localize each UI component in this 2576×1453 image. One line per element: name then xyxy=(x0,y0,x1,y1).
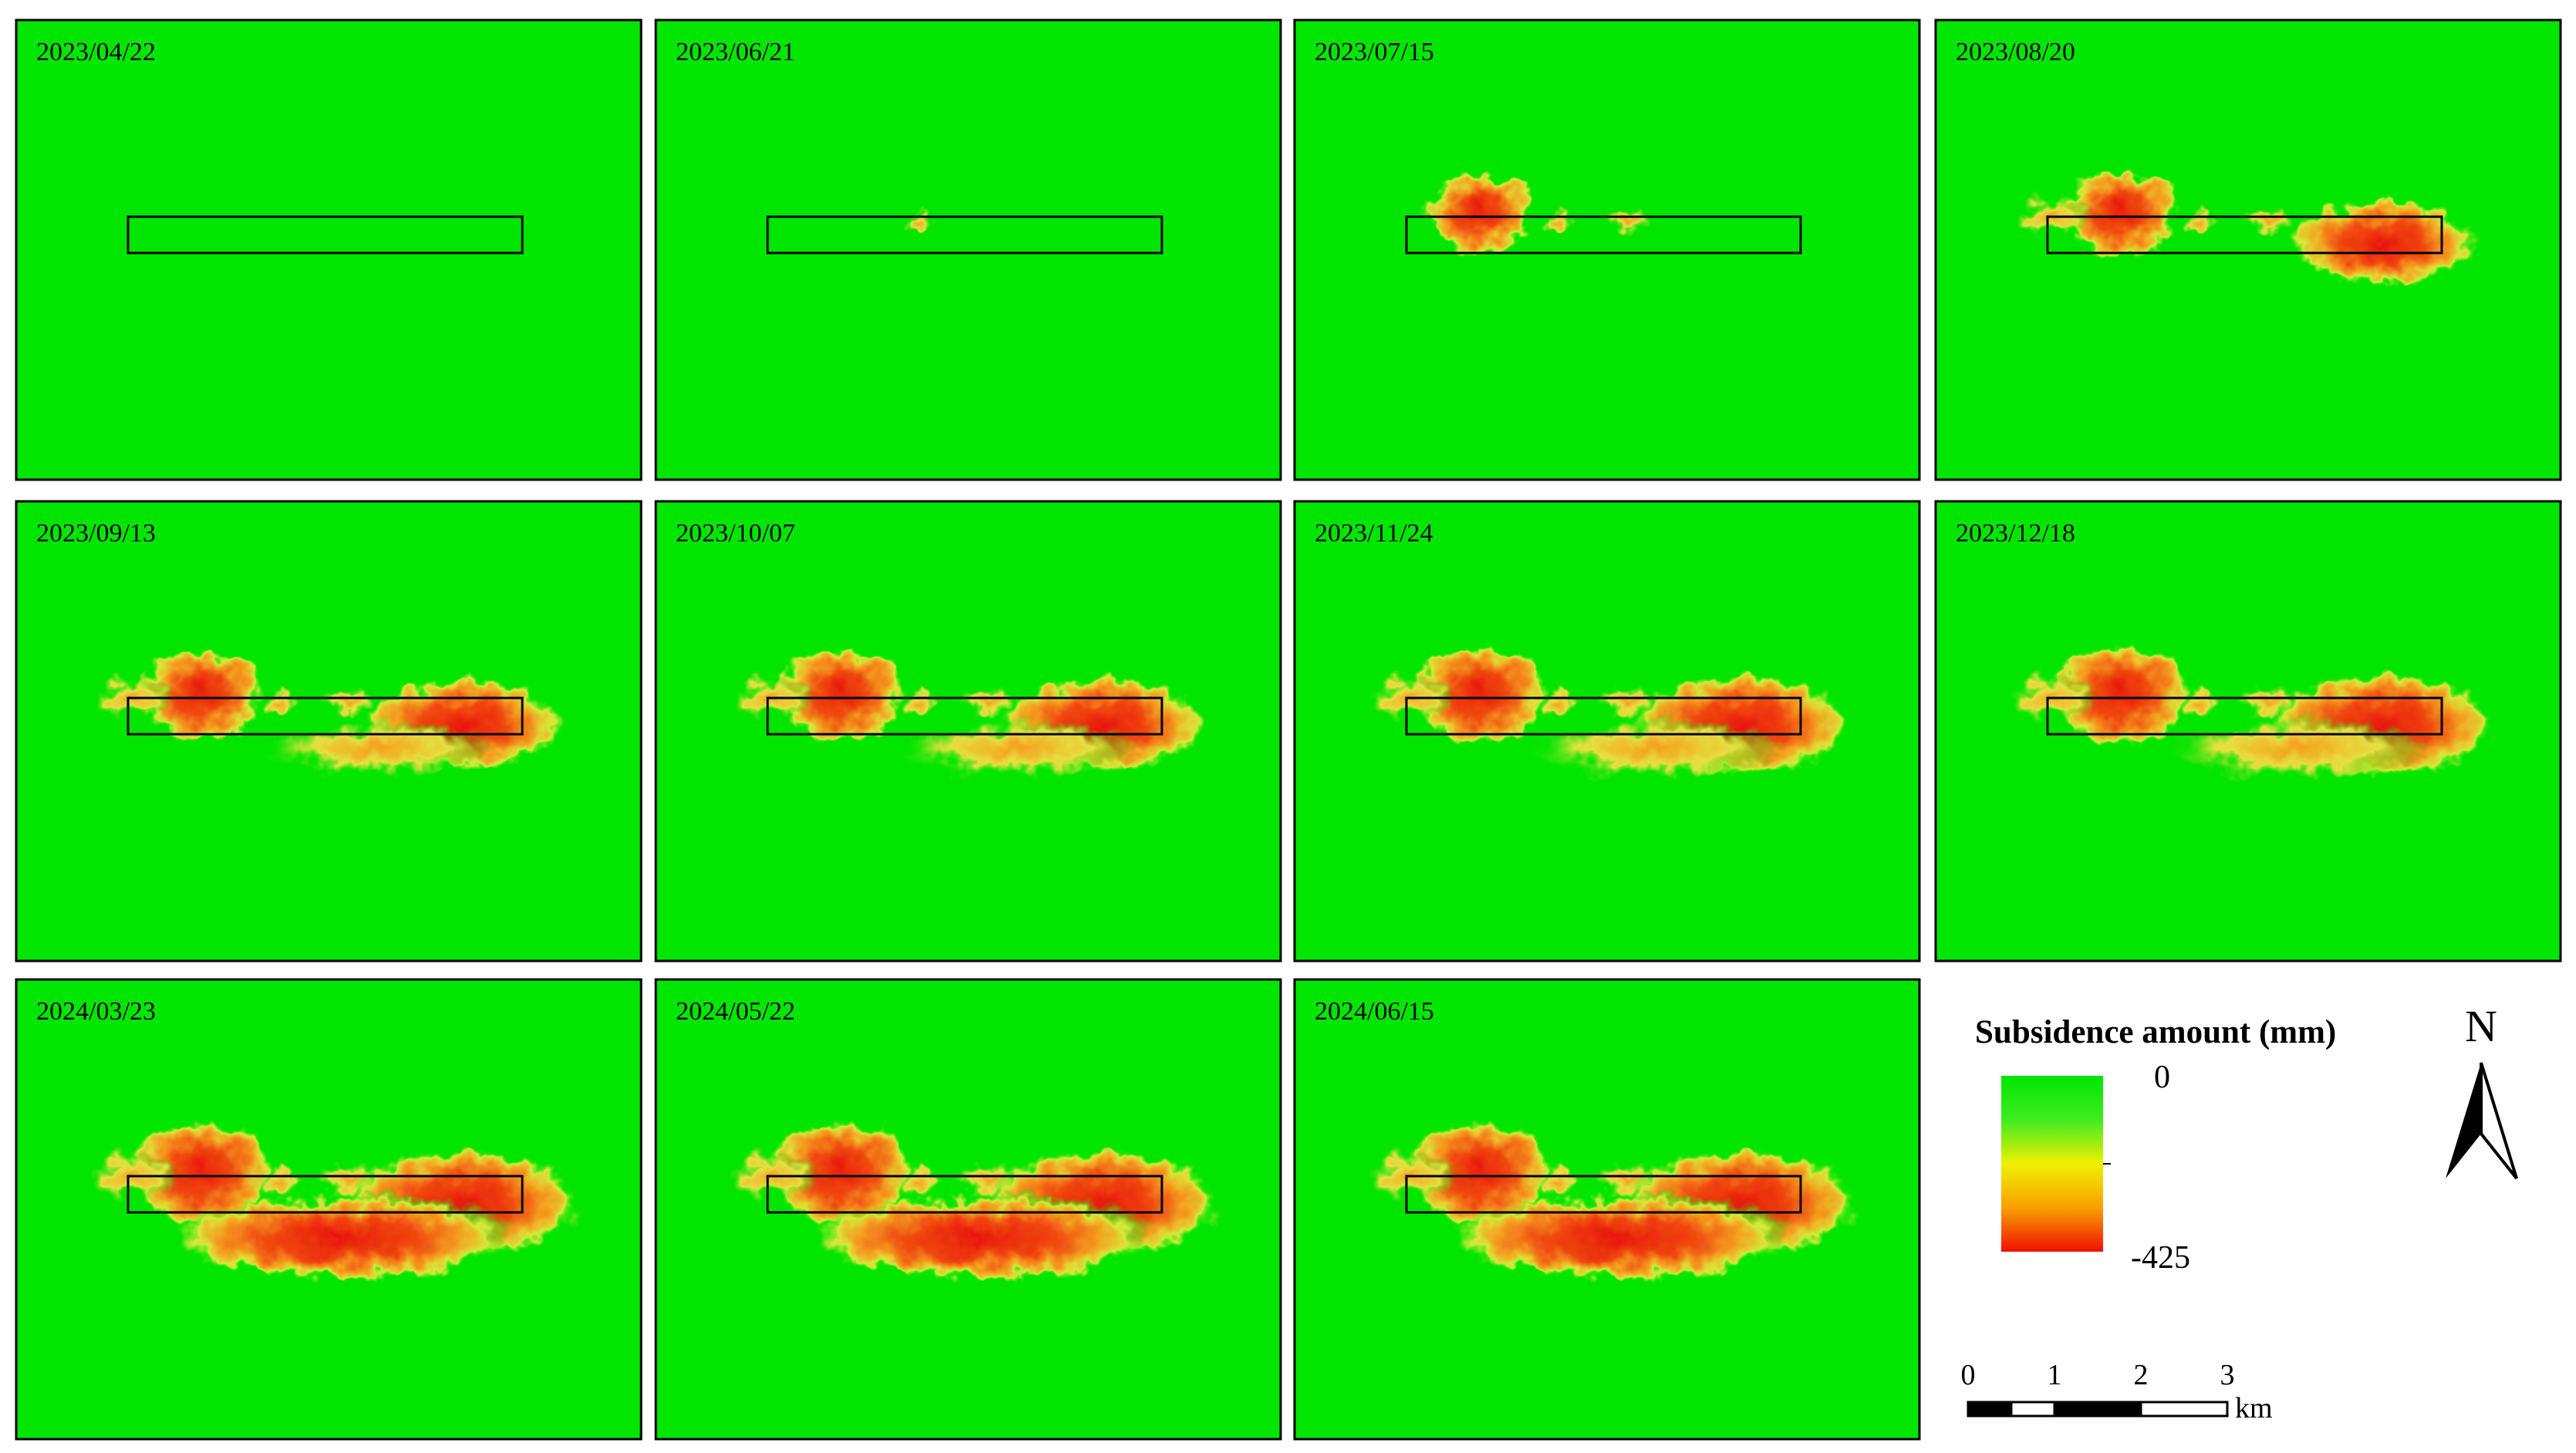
subsidence-area xyxy=(907,214,937,235)
scale-label: 2 xyxy=(2134,1359,2149,1391)
subsidence-blob xyxy=(810,1195,1150,1280)
profile-box xyxy=(127,1175,524,1214)
map-panel: 2023/12/18 xyxy=(1934,500,2562,962)
subsidence-blob xyxy=(261,722,497,774)
scale-unit: km xyxy=(2235,1392,2273,1424)
map-panel: 2023/04/22 xyxy=(15,19,643,481)
panel-date: 2024/03/23 xyxy=(36,997,156,1026)
subsidence-blob xyxy=(1411,643,1548,745)
panel-date: 2023/08/20 xyxy=(1956,38,2075,66)
profile-box xyxy=(2046,696,2443,736)
subsidence-blob xyxy=(264,693,301,719)
subsidence-blob xyxy=(903,692,941,720)
subsidence-blob xyxy=(2050,642,2192,747)
subsidence-blob xyxy=(2062,170,2179,256)
subsidence-blob xyxy=(907,214,937,235)
map-panel: 2024/06/15 xyxy=(1293,978,1921,1441)
subsidence-blob xyxy=(1539,1168,1582,1199)
subsidence-blob xyxy=(2184,212,2220,237)
scale-label: 3 xyxy=(2220,1359,2235,1391)
subsidence-blob xyxy=(957,685,1018,719)
panel-date: 2023/09/13 xyxy=(36,519,156,548)
subsidence-blob xyxy=(1449,1195,1788,1280)
map-panel: 2023/08/20 xyxy=(1934,19,2562,481)
subsidence-area xyxy=(1367,643,1850,777)
legend-max: 0 xyxy=(2154,1060,2170,1095)
subsidence-blob xyxy=(1528,719,1787,777)
profile-box xyxy=(766,1175,1163,1214)
panel-date: 2023/11/24 xyxy=(1315,519,1433,548)
panel-date: 2023/10/07 xyxy=(676,519,795,548)
scale-segment xyxy=(2139,1401,2229,1418)
subsidence-blob xyxy=(1425,173,1534,253)
subsidence-blob xyxy=(170,1195,510,1280)
profile-box xyxy=(766,215,1163,255)
map-panel: 2023/09/13 xyxy=(15,500,643,962)
subsidence-blob xyxy=(1545,213,1577,236)
legend: Subsidence amount (mm) 0 -425 xyxy=(1975,1014,2336,1276)
panel-date: 2023/07/15 xyxy=(1315,38,1434,66)
panel-date: 2023/12/18 xyxy=(1956,519,2075,548)
subsidence-blob xyxy=(2291,201,2476,287)
map-background xyxy=(654,19,1282,481)
profile-box xyxy=(766,696,1163,736)
profile-box xyxy=(127,696,524,736)
map-panel: 2024/05/22 xyxy=(654,978,1282,1441)
subsidence-blob xyxy=(128,1118,275,1226)
map-panel: 2023/07/15 xyxy=(1293,19,1921,481)
subsidence-blob xyxy=(900,1168,944,1199)
map-panel: 2023/06/21 xyxy=(654,19,1282,481)
arrow-right xyxy=(2480,1062,2518,1180)
map-panel: 2023/10/07 xyxy=(654,500,1282,962)
map-panel: 2024/03/23 xyxy=(15,978,643,1441)
profile-box xyxy=(2046,215,2443,255)
subsidence-blob xyxy=(2240,205,2295,236)
subsidence-blob xyxy=(776,646,906,742)
subsidence-area xyxy=(1425,173,1653,253)
subsidence-blob xyxy=(1406,1118,1553,1226)
map-background xyxy=(15,19,643,481)
north-label: N xyxy=(2465,1001,2497,1051)
arrow-left xyxy=(2446,1063,2481,1178)
color-bar xyxy=(2001,1076,2103,1252)
map-background xyxy=(1293,19,1921,481)
profile-box xyxy=(1405,215,1802,255)
panel-date: 2023/04/22 xyxy=(36,38,156,66)
legend-min: -425 xyxy=(2131,1240,2190,1276)
profile-box xyxy=(127,215,524,255)
scale-label: 0 xyxy=(1961,1359,1976,1391)
subsidence-blob xyxy=(896,720,1141,776)
profile-box xyxy=(1405,696,1802,736)
subsidence-blob xyxy=(2165,718,2432,778)
north-arrow: N xyxy=(2446,1001,2518,1180)
subsidence-blob xyxy=(1540,691,1582,720)
subsidence-blob xyxy=(2181,690,2223,721)
panel-date: 2024/06/15 xyxy=(1315,997,1434,1026)
legend-title: Subsidence amount (mm) xyxy=(1975,1014,2336,1050)
scale-segment xyxy=(1967,1401,2013,1418)
map-panel: 2023/11/24 xyxy=(1293,500,1921,962)
scale-segment xyxy=(2010,1401,2056,1418)
subsidence-blob xyxy=(768,1118,914,1226)
panel-date: 2024/05/22 xyxy=(676,997,795,1026)
subsidence-blob xyxy=(1600,207,1653,234)
subsidence-blob xyxy=(261,1168,304,1199)
profile-box xyxy=(1405,1175,1802,1214)
subsidence-blob xyxy=(318,686,378,718)
scale-label: 1 xyxy=(2048,1359,2062,1391)
subsidence-blob xyxy=(139,648,264,740)
scale-bar: 0 1 2 3km xyxy=(1961,1359,2273,1424)
panels: 2023/04/22 2023/06/21 2023/07/15 2023/08/20… xyxy=(15,19,2562,1441)
panel-date: 2023/06/21 xyxy=(676,38,795,66)
scale-segment xyxy=(2053,1401,2142,1418)
